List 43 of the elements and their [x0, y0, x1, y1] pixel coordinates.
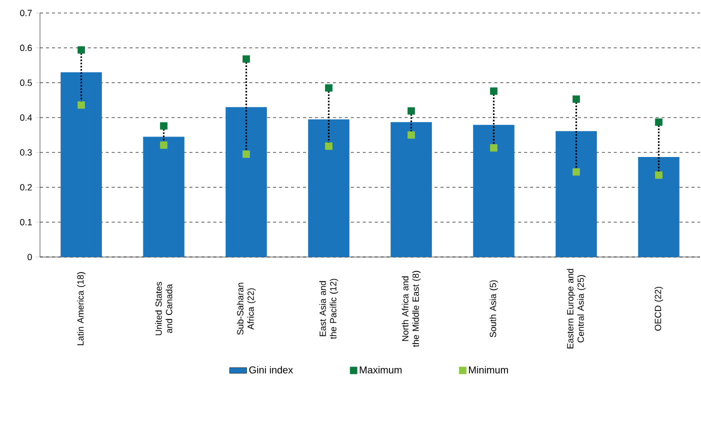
bar	[556, 131, 597, 257]
bar	[638, 156, 680, 257]
point	[572, 95, 580, 103]
y-tick-label: 0.1	[20, 218, 32, 226]
y-tick-label: 0.7	[20, 10, 32, 16]
point	[655, 171, 662, 179]
point	[78, 46, 85, 54]
x-tick-label: United States and Canada	[155, 282, 172, 336]
legend-label: Maximum	[360, 366, 402, 374]
bar	[308, 119, 350, 257]
point	[408, 131, 415, 139]
point	[160, 141, 168, 149]
x-tick-label: Eastern Europe and Central Asia (25)	[566, 268, 586, 348]
bar	[390, 122, 432, 257]
point	[78, 101, 85, 109]
bar	[473, 124, 514, 257]
bar	[143, 136, 184, 257]
x-tick-label: Sub-Saharan Africa (22)	[236, 282, 256, 335]
x-tick-label: Latin America (18)	[77, 272, 86, 346]
x-tick-label: South Asia (5)	[490, 280, 498, 338]
legend-label: Minimum	[469, 366, 508, 374]
legend-label: Gini index	[249, 366, 293, 374]
y-tick-label: 0.5	[20, 80, 32, 86]
bar	[226, 107, 267, 257]
x-tick-label: OECD (22)	[654, 286, 663, 331]
point	[242, 55, 250, 63]
point	[160, 122, 168, 130]
y-tick-label: 0.3	[20, 149, 32, 156]
point	[490, 144, 498, 152]
point	[655, 118, 662, 126]
x-tick-label: North Africa and the Middle East (8)	[402, 270, 421, 347]
bar	[60, 72, 102, 257]
point	[572, 168, 580, 176]
point	[325, 142, 332, 150]
point	[490, 87, 498, 95]
point	[408, 107, 415, 115]
y-tick-label: 0.2	[20, 184, 32, 190]
point	[325, 84, 332, 92]
x-tick-label: East Asia and the Pacific (12)	[319, 278, 338, 339]
y-tick-label: 0.6	[20, 44, 32, 52]
y-tick-label: 0	[28, 254, 32, 260]
y-tick-label: 0.4	[20, 114, 32, 121]
point	[242, 150, 250, 158]
